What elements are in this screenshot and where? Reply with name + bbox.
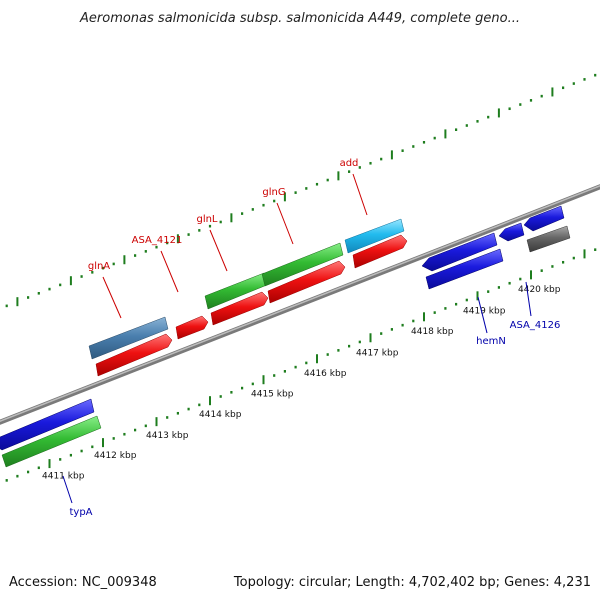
feature-boxes xyxy=(0,205,571,468)
scale-label: 4415 kbp xyxy=(251,390,294,400)
scale-label: 4412 kbp xyxy=(94,451,137,461)
scale-label: 4418 kbp xyxy=(411,327,454,337)
backbone xyxy=(0,184,600,425)
scale-label: 4414 kbp xyxy=(199,410,242,420)
gene-glnL-arrow[interactable] xyxy=(210,291,269,326)
map-title: Aeromonas salmonicida subsp. salmonicida… xyxy=(79,11,520,26)
genome-summary-label: Topology: circular; Length: 4,702,402 bp… xyxy=(233,575,591,590)
gene-glnA-arrow[interactable] xyxy=(95,333,173,377)
gene-leader-line xyxy=(102,276,122,319)
gene-ASA-4121-arrow[interactable] xyxy=(175,315,209,340)
gene-label[interactable]: ASA_4126 xyxy=(510,320,561,331)
gene-leader-line xyxy=(276,202,294,245)
gene-labels: typA glnA ASA_4121 glnL glnG add hemN ASA_4126 xyxy=(62,158,561,518)
gene-leader-line xyxy=(477,296,488,334)
scale-label: 4416 kbp xyxy=(304,369,347,379)
gene-label[interactable]: glnA xyxy=(88,261,110,272)
gene-label[interactable]: ASA_4121 xyxy=(132,235,183,246)
cds-typA-box[interactable] xyxy=(1,415,102,468)
gene-typA-arrow[interactable] xyxy=(0,398,95,451)
backbone-highlight xyxy=(0,185,600,422)
gene-label[interactable]: add xyxy=(340,158,359,169)
scale-label: 4420 kbp xyxy=(518,285,561,295)
gene-label[interactable]: typA xyxy=(69,507,92,518)
gene-ASA-4126-arrow[interactable] xyxy=(523,205,565,232)
gene-label[interactable]: hemN xyxy=(476,336,506,347)
cds-hemN-box[interactable] xyxy=(425,248,504,290)
accession-label: Accession: NC_009348 xyxy=(9,575,157,590)
upper-tick-row xyxy=(5,73,597,308)
gene-leader-line xyxy=(352,173,368,216)
cds-glnG-box[interactable] xyxy=(261,242,344,287)
gene-leader-line xyxy=(209,229,228,272)
gene-leader-line xyxy=(62,475,73,504)
gene-label[interactable]: glnG xyxy=(262,187,285,198)
gene-ASA-4125-arrow[interactable] xyxy=(498,222,525,242)
gene-add-arrow[interactable] xyxy=(352,234,408,269)
cds-ASA-4126-box[interactable] xyxy=(526,225,571,253)
gene-glnG-arrow[interactable] xyxy=(267,260,346,304)
gene-label[interactable]: glnL xyxy=(196,214,217,225)
gene-leader-line xyxy=(525,281,532,317)
scale-label: 4419 kbp xyxy=(463,307,506,317)
scale-label: 4413 kbp xyxy=(146,431,189,441)
cds-glnA-box[interactable] xyxy=(88,316,169,360)
cds-add-box[interactable] xyxy=(344,218,405,254)
gene-hemN-arrow[interactable] xyxy=(421,232,498,272)
scale-label: 4417 kbp xyxy=(356,348,399,358)
lower-tick-row xyxy=(5,248,597,482)
backbone-line xyxy=(0,184,600,425)
gene-leader-line xyxy=(160,250,179,293)
